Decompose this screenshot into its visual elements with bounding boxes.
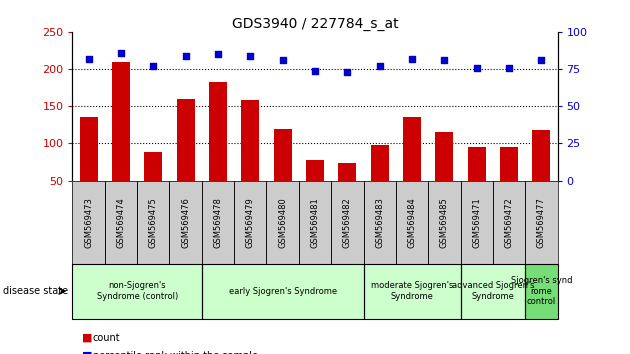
Point bbox=[439, 57, 449, 63]
Point bbox=[278, 57, 288, 63]
Text: early Sjogren's Syndrome: early Sjogren's Syndrome bbox=[229, 287, 336, 296]
Text: GSM569476: GSM569476 bbox=[181, 197, 190, 247]
Point bbox=[116, 50, 126, 56]
Point bbox=[472, 65, 482, 70]
Bar bbox=[403, 118, 421, 218]
Text: GSM569478: GSM569478 bbox=[214, 197, 222, 247]
Text: GSM569479: GSM569479 bbox=[246, 197, 255, 247]
Bar bbox=[274, 129, 292, 218]
Bar bbox=[306, 160, 324, 218]
Text: GSM569480: GSM569480 bbox=[278, 197, 287, 247]
Text: ■: ■ bbox=[82, 333, 93, 343]
Text: percentile rank within the sample: percentile rank within the sample bbox=[93, 351, 258, 354]
Text: GSM569471: GSM569471 bbox=[472, 197, 481, 247]
Point bbox=[536, 57, 546, 63]
Text: non-Sjogren's
Syndrome (control): non-Sjogren's Syndrome (control) bbox=[96, 281, 178, 301]
Bar bbox=[500, 147, 518, 218]
Text: disease state: disease state bbox=[3, 286, 68, 296]
Bar bbox=[468, 147, 486, 218]
Text: Sjogren's synd
rome
control: Sjogren's synd rome control bbox=[511, 276, 572, 306]
Text: GSM569481: GSM569481 bbox=[311, 197, 319, 247]
Point bbox=[213, 51, 223, 57]
Text: GSM569483: GSM569483 bbox=[375, 197, 384, 247]
Point bbox=[342, 69, 352, 75]
Bar bbox=[532, 130, 550, 218]
Text: GSM569475: GSM569475 bbox=[149, 197, 158, 247]
Bar bbox=[80, 118, 98, 218]
Bar bbox=[371, 145, 389, 218]
Bar bbox=[144, 152, 162, 218]
Point bbox=[181, 53, 191, 58]
Point bbox=[84, 56, 94, 62]
Text: count: count bbox=[93, 333, 120, 343]
Point bbox=[245, 53, 255, 58]
Text: GSM569474: GSM569474 bbox=[117, 197, 125, 247]
Text: ■: ■ bbox=[82, 351, 93, 354]
Text: GSM569482: GSM569482 bbox=[343, 197, 352, 247]
Point bbox=[310, 68, 320, 73]
Text: GSM569472: GSM569472 bbox=[505, 197, 513, 247]
Text: GSM569484: GSM569484 bbox=[408, 197, 416, 247]
Bar bbox=[209, 82, 227, 218]
Bar bbox=[241, 100, 259, 218]
Bar bbox=[177, 99, 195, 218]
Text: advanced Sjogren's
Syndrome: advanced Sjogren's Syndrome bbox=[452, 281, 534, 301]
Point bbox=[407, 56, 417, 62]
Point bbox=[504, 65, 514, 70]
Bar bbox=[338, 164, 356, 218]
Point bbox=[148, 63, 158, 69]
Point bbox=[375, 63, 385, 69]
Title: GDS3940 / 227784_s_at: GDS3940 / 227784_s_at bbox=[232, 17, 398, 31]
Text: GSM569473: GSM569473 bbox=[84, 197, 93, 247]
Text: moderate Sjogren's
Syndrome: moderate Sjogren's Syndrome bbox=[371, 281, 453, 301]
Text: GSM569485: GSM569485 bbox=[440, 197, 449, 247]
Text: GSM569477: GSM569477 bbox=[537, 197, 546, 247]
Bar bbox=[112, 62, 130, 218]
Bar bbox=[435, 132, 453, 218]
